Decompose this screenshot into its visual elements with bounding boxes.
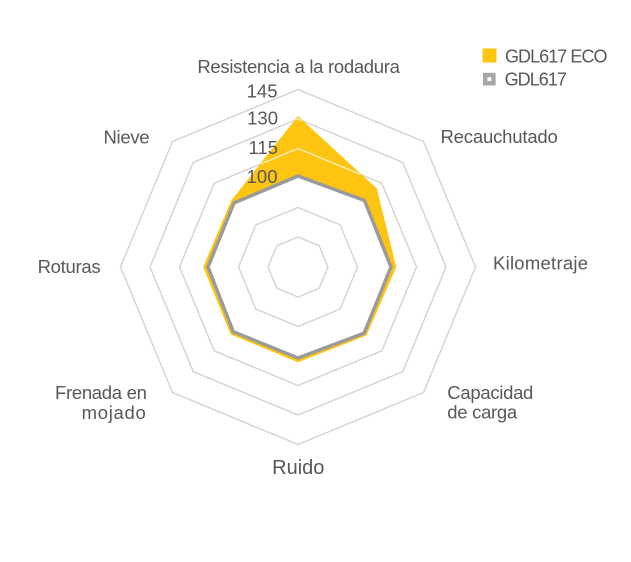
svg-text:Nieve: Nieve <box>103 127 149 148</box>
svg-text:Roturas: Roturas <box>38 256 101 277</box>
svg-text:GDL617 ECO: GDL617 ECO <box>505 47 607 67</box>
svg-text:Frenada en: Frenada en <box>55 382 147 403</box>
svg-text:Capacidad: Capacidad <box>447 382 533 403</box>
svg-text:115: 115 <box>249 137 279 158</box>
svg-text:mojado: mojado <box>82 402 147 423</box>
svg-text:de carga: de carga <box>447 402 518 423</box>
svg-text:100: 100 <box>247 166 278 187</box>
svg-text:Kilometraje: Kilometraje <box>493 252 588 273</box>
svg-text:Recauchutado: Recauchutado <box>441 126 558 147</box>
svg-text:GDL617: GDL617 <box>505 70 567 90</box>
svg-text:Ruido: Ruido <box>272 457 324 479</box>
svg-text:145: 145 <box>247 81 278 102</box>
svg-text:130: 130 <box>247 108 278 129</box>
svg-text:Resistencia a la rodadura: Resistencia a la rodadura <box>197 56 400 77</box>
